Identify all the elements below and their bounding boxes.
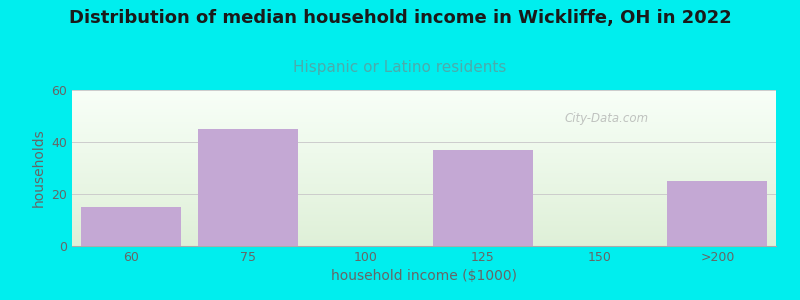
Bar	[81, 207, 181, 246]
Text: Hispanic or Latino residents: Hispanic or Latino residents	[294, 60, 506, 75]
Bar	[433, 150, 533, 246]
Bar	[198, 129, 298, 246]
Bar	[667, 181, 767, 246]
Text: Distribution of median household income in Wickliffe, OH in 2022: Distribution of median household income …	[69, 9, 731, 27]
Y-axis label: households: households	[32, 129, 46, 207]
Text: City-Data.com: City-Data.com	[565, 112, 649, 124]
X-axis label: household income ($1000): household income ($1000)	[331, 269, 517, 284]
